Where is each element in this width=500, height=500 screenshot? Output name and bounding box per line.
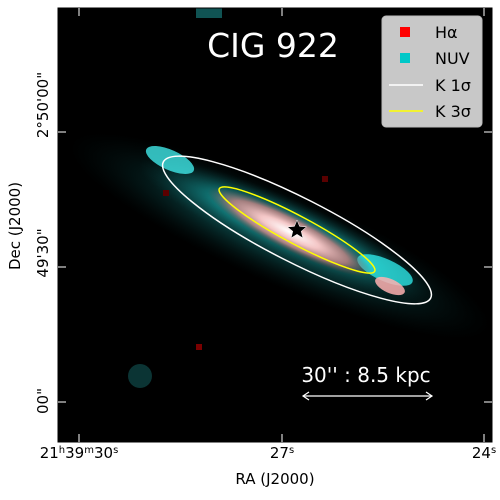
- halpha-pixel: [163, 190, 169, 196]
- top-artifact: [196, 8, 222, 18]
- nuv-knot-left: [145, 146, 195, 174]
- halpha-knot: [375, 276, 405, 296]
- x-tick-label-0: 21h39m30s: [40, 444, 119, 462]
- legend-nuv-label: NUV: [435, 49, 470, 68]
- legend-box: [381, 15, 483, 128]
- faint-nuv-patch: [128, 364, 152, 388]
- legend-halpha-swatch: [400, 27, 410, 37]
- y-tick-label-0: 2°50'00": [34, 72, 52, 138]
- halpha-core: [207, 187, 373, 277]
- scale-bar-label: 30'' : 8.5 kpc: [301, 363, 430, 387]
- y-axis-label: Dec (J2000): [6, 182, 24, 270]
- scale-bar: [301, 391, 434, 401]
- halpha-pixel: [196, 344, 202, 350]
- legend-nuv-swatch: [400, 53, 410, 63]
- legend-k3-label: K 3σ: [435, 102, 471, 121]
- star-marker: [286, 219, 308, 239]
- y-tick-label-3: 00": [34, 388, 52, 414]
- k-3sigma-contour: [218, 186, 376, 274]
- x-axis-label: RA (J2000): [235, 470, 314, 488]
- figure-title: CIG 922: [207, 26, 339, 65]
- y-tick-label-2: 49'30": [34, 228, 52, 277]
- legend-k1-label: K 1σ: [435, 76, 471, 95]
- ticks: [58, 8, 492, 442]
- galaxy-image: [68, 8, 492, 388]
- k-1sigma-contour: [161, 155, 433, 305]
- x-tick-label-1: 27s: [270, 444, 294, 462]
- legend-halpha-label: Hα: [435, 23, 458, 42]
- halpha-pixel: [322, 176, 328, 182]
- plot-frame: [57, 7, 493, 443]
- legend: Hα NUV K 1σ K 3σ: [381, 15, 483, 128]
- x-tick-label-2: 24s: [472, 444, 496, 462]
